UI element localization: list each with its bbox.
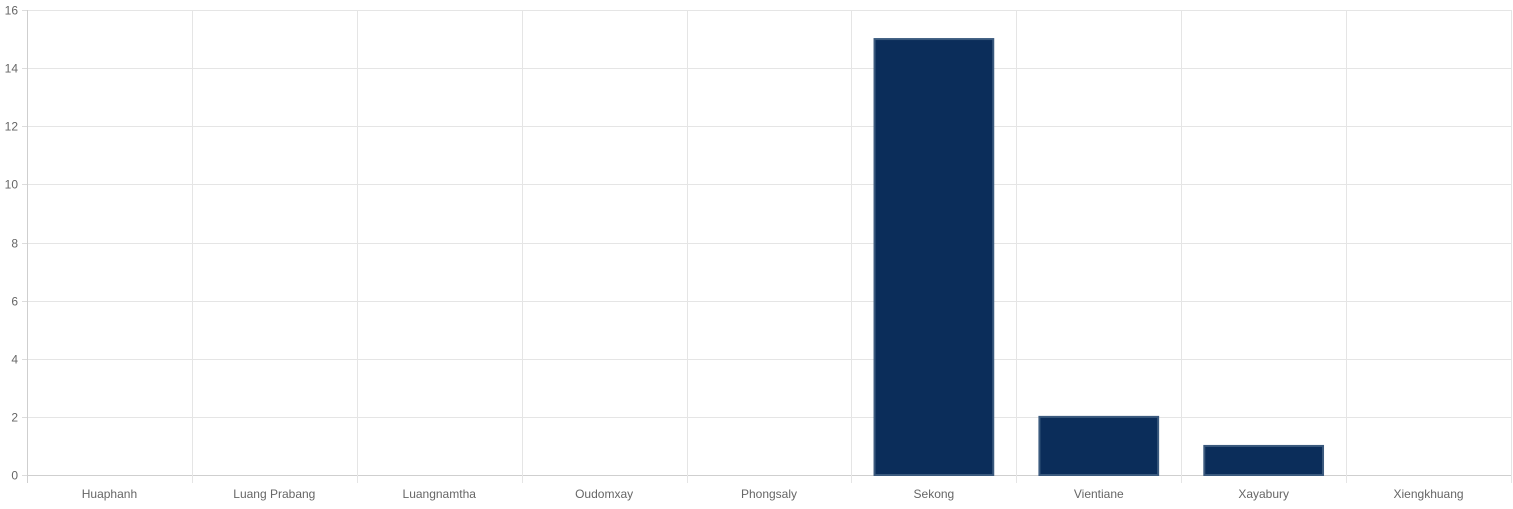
y-tick-label: 10 <box>5 178 19 192</box>
axis-layer: 0 2 4 6 8 10 12 14 16 Huaphanh Luang Prabang Luangn… <box>5 4 1464 502</box>
bar-layer <box>873 38 1325 476</box>
x-tick-label: Phongsaly <box>741 487 797 501</box>
bar-xayabury[interactable] <box>1203 444 1325 476</box>
y-tick-label: 6 <box>11 295 18 309</box>
x-tick-label: Luang Prabang <box>233 487 315 501</box>
x-tick-label: Xayabury <box>1238 487 1289 501</box>
y-tick-label: 8 <box>11 237 18 251</box>
y-tick-label: 14 <box>5 62 19 76</box>
x-tick-label: Sekong <box>914 487 955 501</box>
bar-vientiane[interactable] <box>1038 415 1160 476</box>
x-tick-label: Vientiane <box>1074 487 1124 501</box>
y-tick-label: 0 <box>11 469 18 483</box>
y-tick-label: 2 <box>11 411 18 425</box>
bar-sekong[interactable] <box>873 38 995 476</box>
x-tick-label: Oudomxay <box>575 487 633 501</box>
x-tick-label: Huaphanh <box>82 487 137 501</box>
y-tick-label: 12 <box>5 120 19 134</box>
x-tick-label: Luangnamtha <box>403 487 477 501</box>
x-tick-label: Xiengkhuang <box>1394 487 1464 501</box>
y-tick-label: 4 <box>11 353 18 367</box>
grid-layer <box>27 10 1512 483</box>
y-tick-label: 16 <box>5 4 19 18</box>
